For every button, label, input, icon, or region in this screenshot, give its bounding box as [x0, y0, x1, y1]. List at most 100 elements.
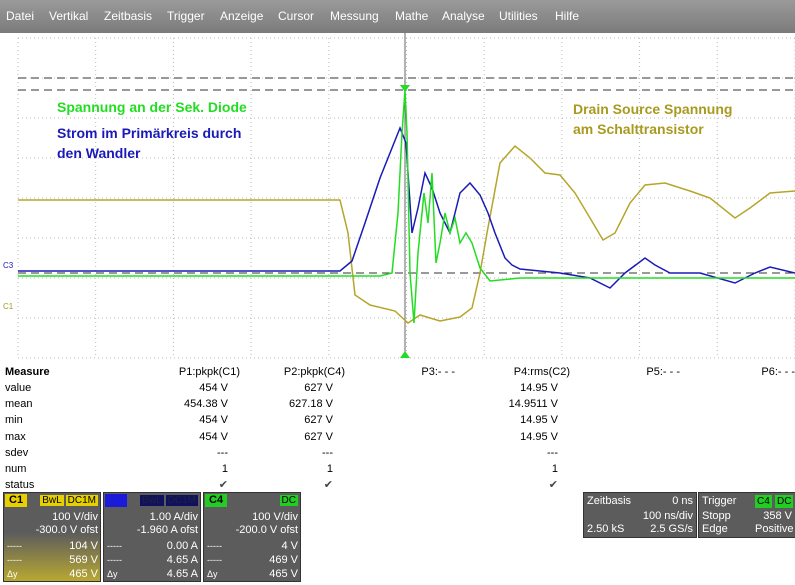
menu-item[interactable]: Zeitbasis	[104, 9, 153, 23]
cursor-label: Δy	[7, 569, 18, 579]
measure-cell: ✔	[323, 479, 333, 492]
cursor-value: 569 V	[69, 554, 98, 566]
measure-row-label: sdev	[5, 446, 29, 459]
channel-name: C2	[105, 494, 128, 507]
menu-item[interactable]: Messung	[330, 9, 379, 23]
channel-offset: -1.960 A ofst	[136, 524, 198, 536]
menu-item[interactable]: Analyse	[442, 9, 485, 23]
measure-cell: ---	[217, 446, 228, 459]
measure-cell: 627 V	[304, 414, 333, 427]
channel-marker: C1	[3, 302, 14, 311]
measure-cell: 627 V	[304, 430, 333, 443]
cursor-value: 0.00 A	[166, 540, 198, 552]
measure-row-label: status	[5, 479, 35, 492]
measure-title: Measure	[5, 366, 50, 378]
measure-cell: 454.38 V	[183, 398, 228, 411]
timebase-box[interactable]: Zeitbasis 0 ns 100 ns/div 2.50 kS 2.5 GS/s	[583, 492, 697, 538]
channel-name: C1	[5, 494, 28, 507]
channel-tag: DC1M	[165, 495, 198, 506]
trigger-mode: Stopp	[702, 510, 731, 522]
channel-box[interactable]: C4 DC 100 V/div -200.0 V ofst ----- 4 V ----- 4…	[203, 492, 301, 582]
channel-tag: BwL	[40, 495, 64, 506]
trigger-coupling: DC	[775, 495, 794, 508]
measure-cell: ---	[322, 446, 333, 459]
cursor-value: 465 V	[69, 568, 98, 580]
trigger-title: Trigger	[702, 495, 737, 507]
channel-tag: BwL	[140, 495, 164, 506]
measure-cell: 14.95 V	[520, 430, 558, 443]
scope-screen	[0, 33, 795, 363]
measure-row-label: max	[5, 430, 26, 443]
timebase-delay: 0 ns	[672, 495, 693, 507]
cursor-value: 4.65 A	[166, 568, 198, 580]
trigger-marker	[400, 85, 410, 92]
menu-item[interactable]: Datei	[6, 9, 35, 23]
measure-row-label: mean	[5, 398, 33, 411]
channel-offset: -300.0 V ofst	[35, 524, 98, 536]
annotation: Strom im Primärkreis durch	[57, 125, 242, 141]
trace-c1	[18, 144, 795, 324]
cursor-label: Δy	[207, 569, 218, 579]
measure-cell: ---	[547, 446, 558, 459]
measure-cell: 454 V	[199, 382, 228, 394]
channel-box[interactable]: C1 DC1M BwL 100 V/div -300.0 V ofst ----- 104 …	[3, 492, 101, 582]
cursor-label: -----	[107, 541, 122, 551]
measure-cell: 454 V	[199, 430, 228, 443]
cursor-value: 465 V	[269, 568, 298, 580]
trigger-box[interactable]: Trigger C4 DC Stopp 358 V Edge Positive	[698, 492, 795, 538]
measure-cell: 1	[221, 463, 228, 475]
measure-row-label: num	[5, 463, 27, 475]
measure-cell: 627.18 V	[288, 398, 333, 411]
menu-item[interactable]: Hilfe	[555, 9, 580, 23]
measure-column: P3:- - -	[421, 366, 455, 378]
timebase-scale: 100 ns/div	[642, 510, 693, 522]
measure-column: P2:pkpk(C4)	[283, 366, 345, 378]
channel-tag: DC1M	[65, 495, 98, 506]
cursor-value: 469 V	[269, 554, 298, 566]
measure-cell: 627 V	[304, 382, 333, 394]
measure-cell: ✔	[548, 479, 558, 492]
trigger-slope: Positive	[755, 523, 794, 535]
channel-box[interactable]: C2 DC1M BwL 1.00 A/div -1.960 A ofst ----- 0.0…	[103, 492, 201, 582]
menu-bar: Datei Vertikal Zeitbasis Trigger Anzeige Curs…	[0, 0, 795, 33]
annotation: am Schalttransistor	[573, 121, 704, 137]
measure-cell: 1	[551, 463, 558, 475]
timebase-title: Zeitbasis	[587, 495, 632, 507]
timebase-rate: 2.5 GS/s	[650, 523, 693, 535]
menu-item[interactable]: Cursor	[278, 9, 315, 23]
channel-marker: C3	[3, 261, 14, 270]
measure-cell: 14.95 V	[520, 414, 558, 427]
measure-column: P1:pkpk(C1)	[178, 366, 240, 378]
measure-column: P5:- - -	[646, 366, 680, 378]
menu-item[interactable]: Mathe	[395, 9, 429, 23]
measure-column: P4:rms(C2)	[513, 366, 570, 378]
menu-item[interactable]: Vertikal	[49, 9, 89, 23]
measure-cell: 14.9511 V	[508, 398, 558, 411]
measure-cell: 1	[326, 463, 333, 475]
channel-scale: 1.00 A/div	[149, 511, 198, 523]
measure-cell: ✔	[218, 479, 228, 492]
annotation: Drain Source Spannung	[573, 101, 733, 117]
menu-item[interactable]: Utilities	[499, 9, 538, 23]
annotation: Spannung an der Sek. Diode	[57, 99, 247, 115]
measure-column: P6:- - -	[761, 366, 795, 378]
cursor-label: -----	[107, 555, 122, 565]
channel-scale: 100 V/div	[52, 511, 98, 523]
channel-name: C4	[205, 494, 228, 507]
cursor-label: -----	[207, 541, 222, 551]
menu-item[interactable]: Anzeige	[220, 9, 264, 23]
cursor-label: -----	[7, 541, 22, 551]
annotation: den Wandler	[57, 145, 141, 161]
measure-row-label: value	[5, 382, 32, 394]
trigger-level: 358 V	[763, 510, 792, 522]
channel-tag: DC	[279, 495, 298, 506]
cursor-label: -----	[7, 555, 22, 565]
menu-item[interactable]: Trigger	[167, 9, 205, 23]
channel-offset: -200.0 V ofst	[235, 524, 298, 536]
cursor-value: 4 V	[281, 540, 298, 552]
trigger-position	[400, 351, 410, 358]
trigger-type: Edge	[702, 523, 728, 535]
cursor-value: 104 V	[69, 540, 98, 552]
trace-c4	[18, 89, 795, 324]
